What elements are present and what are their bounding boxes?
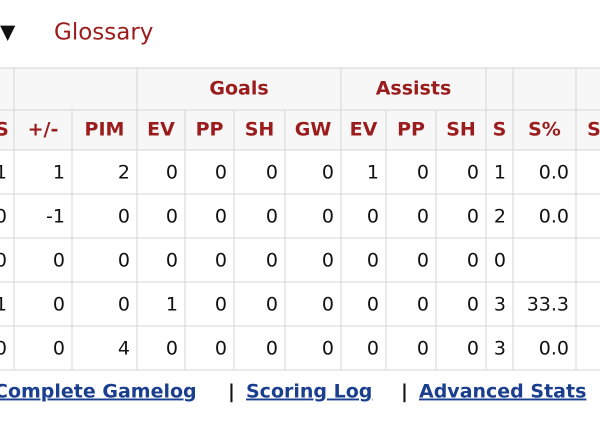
cell: 0 xyxy=(322,250,334,272)
cell: 3 xyxy=(494,294,506,316)
cell: 0 xyxy=(467,250,479,272)
column-header[interactable]: S xyxy=(587,119,600,141)
cell: 0 xyxy=(266,250,278,272)
cell: 2 xyxy=(494,206,506,228)
cell: 0 xyxy=(322,294,334,316)
table-header-bg xyxy=(0,68,600,150)
cell: 0 xyxy=(417,250,429,272)
cell: 0 xyxy=(367,206,379,228)
cell: 2 xyxy=(118,162,130,184)
cell: 0 xyxy=(166,162,178,184)
footer-separator: | xyxy=(401,381,408,403)
footer-separator: | xyxy=(228,381,235,403)
column-header[interactable]: S xyxy=(0,119,9,141)
column-header[interactable]: SH xyxy=(446,119,476,141)
cell: 0 xyxy=(467,162,479,184)
cell: 0 xyxy=(417,206,429,228)
cell: 0 xyxy=(118,294,130,316)
column-header[interactable]: +/- xyxy=(28,119,59,141)
cell: 1 xyxy=(53,162,65,184)
cell: 0 xyxy=(53,338,65,360)
cell: 0 xyxy=(118,250,130,272)
column-header[interactable]: PIM xyxy=(85,119,125,141)
toggle-arrow[interactable]: ▼ xyxy=(0,20,16,44)
cell: 0 xyxy=(215,162,227,184)
cell: 0 xyxy=(266,294,278,316)
cell: 0 xyxy=(467,206,479,228)
cell: 3 xyxy=(494,338,506,360)
cell: 0 xyxy=(467,294,479,316)
cell: 0 xyxy=(367,250,379,272)
footer-link[interactable]: Advanced Stats xyxy=(419,381,586,403)
cell: -1 xyxy=(46,206,65,228)
column-header[interactable]: S xyxy=(493,119,507,141)
cell: 0 xyxy=(0,250,7,272)
cell: 0 xyxy=(417,162,429,184)
cell: 0 xyxy=(0,338,7,360)
cell: 1 xyxy=(494,162,506,184)
glossary-link[interactable]: Glossary xyxy=(54,20,153,46)
cell: 0.0 xyxy=(539,338,569,360)
cell: 4 xyxy=(118,338,130,360)
footer-link[interactable]: Complete Gamelog xyxy=(0,381,197,403)
column-header[interactable]: PP xyxy=(397,119,425,141)
cell: 0.0 xyxy=(539,162,569,184)
cell: 0 xyxy=(367,294,379,316)
cell: 0.0 xyxy=(539,206,569,228)
cell: 1 xyxy=(0,162,7,184)
cell: 0 xyxy=(322,338,334,360)
group-header: Assists xyxy=(376,78,452,100)
cell: 33.3 xyxy=(527,294,569,316)
footer-link[interactable]: Scoring Log xyxy=(246,381,372,403)
column-header[interactable]: GW xyxy=(295,119,332,141)
cell: 1 xyxy=(166,294,178,316)
cell: 0 xyxy=(166,250,178,272)
cell: 0 xyxy=(215,338,227,360)
cell: 1 xyxy=(0,294,7,316)
cell: 0 xyxy=(166,338,178,360)
column-header[interactable]: S% xyxy=(528,119,561,141)
group-header: Goals xyxy=(209,78,268,100)
cell: 0 xyxy=(215,250,227,272)
column-header[interactable]: EV xyxy=(350,119,378,141)
cell: 0 xyxy=(494,250,506,272)
cell: 0 xyxy=(166,206,178,228)
cell: 0 xyxy=(53,294,65,316)
cell: 0 xyxy=(118,206,130,228)
column-header[interactable]: PP xyxy=(196,119,224,141)
cell: 0 xyxy=(53,250,65,272)
cell: 0 xyxy=(266,338,278,360)
cell: 0 xyxy=(417,338,429,360)
cell: 0 xyxy=(0,206,7,228)
cell: 0 xyxy=(367,338,379,360)
cell: 1 xyxy=(367,162,379,184)
cell: 0 xyxy=(266,206,278,228)
cell: 0 xyxy=(322,162,334,184)
cell: 0 xyxy=(467,338,479,360)
column-header[interactable]: EV xyxy=(147,119,175,141)
cell: 0 xyxy=(266,162,278,184)
column-header[interactable]: SH xyxy=(245,119,275,141)
cell: 0 xyxy=(215,294,227,316)
cell: 0 xyxy=(215,206,227,228)
cell: 0 xyxy=(322,206,334,228)
cell: 0 xyxy=(417,294,429,316)
